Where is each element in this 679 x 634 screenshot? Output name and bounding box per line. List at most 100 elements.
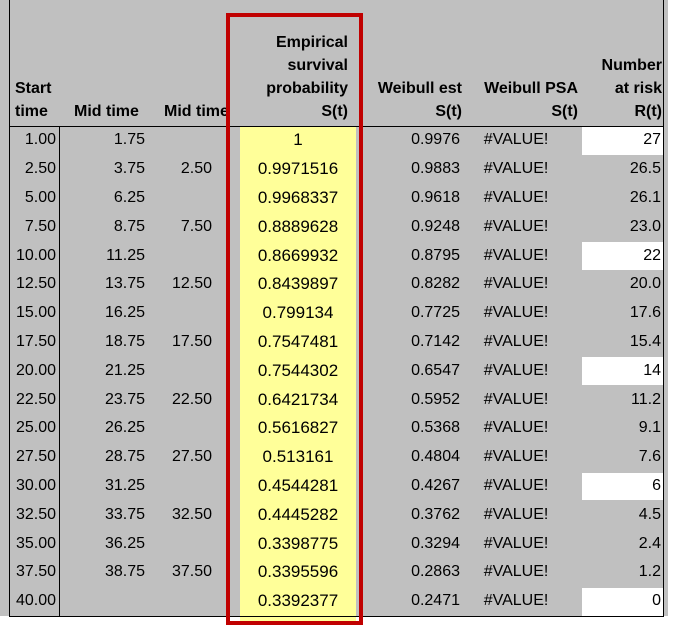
start-time-cell[interactable]: 32.50 <box>15 505 56 523</box>
start-time-cell[interactable]: 7.50 <box>24 217 56 235</box>
weibull-est-cell[interactable]: 0.4267 <box>411 476 460 494</box>
weibull-est-cell[interactable]: 0.4804 <box>411 448 460 466</box>
mid-time-1-cell[interactable]: 21.25 <box>104 361 145 379</box>
weibull-est-cell[interactable]: 0.8795 <box>411 246 460 264</box>
mid-time-2-cell[interactable] <box>150 472 214 501</box>
weibull-psa-cell[interactable]: #VALUE! <box>483 390 549 408</box>
empirical-survival-cell[interactable]: 0.4544281 <box>257 475 339 495</box>
number-at-risk-cell[interactable]: 26.1 <box>629 188 661 206</box>
number-at-risk-cell[interactable]: 9.1 <box>638 419 661 437</box>
weibull-psa-cell[interactable]: #VALUE! <box>483 131 549 149</box>
weibull-psa-cell[interactable]: #VALUE! <box>483 476 549 494</box>
weibull-est-cell[interactable]: 0.7725 <box>411 304 460 322</box>
start-time-cell[interactable]: 35.00 <box>15 534 56 552</box>
mid-time-1-cell[interactable]: 6.25 <box>113 188 145 206</box>
mid-time-1-cell[interactable]: 11.25 <box>106 246 145 264</box>
number-at-risk-cell[interactable]: 4.5 <box>638 505 661 523</box>
mid-time-1-cell[interactable]: 3.75 <box>113 160 145 178</box>
start-time-cell[interactable]: 5.00 <box>24 188 56 206</box>
weibull-est-cell[interactable]: 0.7142 <box>411 332 460 350</box>
number-at-risk-cell[interactable]: 23.0 <box>629 217 661 235</box>
number-at-risk-cell[interactable]: 26.5 <box>629 160 661 178</box>
empirical-survival-cell[interactable]: 0.5616827 <box>257 418 339 438</box>
weibull-psa-cell[interactable]: #VALUE! <box>483 505 549 523</box>
empirical-survival-cell[interactable]: 0.9971516 <box>257 159 339 179</box>
empirical-survival-cell[interactable]: 0.7547481 <box>257 331 339 351</box>
mid-time-2-cell[interactable] <box>150 241 214 270</box>
weibull-psa-cell[interactable]: #VALUE! <box>483 332 549 350</box>
weibull-psa-cell[interactable]: #VALUE! <box>483 160 549 178</box>
mid-time-1-cell[interactable]: 28.75 <box>104 448 145 466</box>
weibull-psa-cell[interactable]: #VALUE! <box>483 592 549 610</box>
number-at-risk-cell[interactable]: 15.4 <box>629 332 661 350</box>
weibull-psa-cell[interactable]: #VALUE! <box>483 563 549 581</box>
empirical-survival-cell[interactable]: 1 <box>293 130 303 150</box>
start-time-cell[interactable]: 37.50 <box>15 563 56 581</box>
number-at-risk-cell[interactable]: 20.0 <box>629 275 661 293</box>
mid-time-2-cell[interactable]: 7.50 <box>180 217 212 235</box>
empirical-survival-cell[interactable]: 0.3395596 <box>257 562 339 582</box>
weibull-est-cell[interactable]: 0.9248 <box>411 217 460 235</box>
start-time-cell[interactable]: 10.00 <box>15 246 56 264</box>
weibull-est-cell[interactable]: 0.8282 <box>411 275 460 293</box>
number-at-risk-cell[interactable]: 27 <box>643 131 661 149</box>
start-time-cell[interactable]: 1.00 <box>24 131 56 149</box>
mid-time-2-cell[interactable]: 37.50 <box>171 563 212 581</box>
empirical-survival-cell[interactable]: 0.8669932 <box>257 245 339 265</box>
mid-time-2-cell[interactable] <box>150 299 214 328</box>
empirical-survival-cell[interactable]: 0.8439897 <box>257 274 339 294</box>
empirical-survival-cell[interactable]: 0.3398775 <box>257 533 339 553</box>
mid-time-2-cell[interactable] <box>150 414 214 443</box>
start-time-cell[interactable]: 15.00 <box>15 304 56 322</box>
mid-time-1-cell[interactable]: 33.75 <box>104 505 145 523</box>
number-at-risk-cell[interactable]: 22 <box>643 246 661 264</box>
mid-time-2-cell[interactable]: 27.50 <box>171 448 212 466</box>
weibull-est-cell[interactable]: 0.5952 <box>411 390 460 408</box>
weibull-psa-cell[interactable]: #VALUE! <box>483 275 549 293</box>
mid-time-2-cell[interactable]: 12.50 <box>171 275 212 293</box>
number-at-risk-cell[interactable]: 0 <box>652 592 661 610</box>
weibull-psa-cell[interactable]: #VALUE! <box>483 361 549 379</box>
start-time-cell[interactable]: 2.50 <box>24 160 56 178</box>
weibull-est-cell[interactable]: 0.3762 <box>411 505 460 523</box>
weibull-psa-cell[interactable]: #VALUE! <box>483 419 549 437</box>
mid-time-2-cell[interactable]: 17.50 <box>171 332 212 350</box>
empirical-survival-cell[interactable]: 0.7544302 <box>257 360 339 380</box>
empirical-survival-cell[interactable]: 0.799134 <box>262 303 334 323</box>
mid-time-2-cell[interactable] <box>150 126 214 155</box>
mid-time-1-cell[interactable]: 8.75 <box>113 217 145 235</box>
start-time-cell[interactable]: 12.50 <box>15 275 56 293</box>
weibull-est-cell[interactable]: 0.9883 <box>411 160 460 178</box>
empirical-survival-cell[interactable]: 0.3392377 <box>257 591 339 611</box>
number-at-risk-cell[interactable]: 17.6 <box>629 304 661 322</box>
mid-time-2-cell[interactable] <box>150 184 214 213</box>
empirical-survival-cell[interactable]: 0.513161 <box>262 447 334 467</box>
mid-time-2-cell[interactable]: 22.50 <box>171 390 212 408</box>
mid-time-1-cell[interactable]: 38.75 <box>104 563 145 581</box>
weibull-est-cell[interactable]: 0.2863 <box>411 563 460 581</box>
weibull-est-cell[interactable]: 0.3294 <box>411 534 460 552</box>
mid-time-1-cell[interactable]: 36.25 <box>104 534 145 552</box>
number-at-risk-cell[interactable]: 1.2 <box>638 563 661 581</box>
mid-time-1-cell[interactable]: 13.75 <box>104 275 145 293</box>
number-at-risk-cell[interactable]: 6 <box>652 476 661 494</box>
number-at-risk-cell[interactable]: 11.2 <box>631 390 661 408</box>
weibull-psa-cell[interactable]: #VALUE! <box>483 217 549 235</box>
start-time-cell[interactable]: 25.00 <box>15 419 56 437</box>
weibull-est-cell[interactable]: 0.5368 <box>411 419 460 437</box>
number-at-risk-cell[interactable]: 7.6 <box>638 448 661 466</box>
empirical-survival-cell[interactable]: 0.8889628 <box>257 216 339 236</box>
weibull-psa-cell[interactable]: #VALUE! <box>483 448 549 466</box>
weibull-est-cell[interactable]: 0.9976 <box>411 131 460 149</box>
empirical-survival-cell[interactable]: 0.6421734 <box>257 389 339 409</box>
empirical-survival-cell[interactable]: 0.4445282 <box>257 504 339 524</box>
start-time-cell[interactable]: 20.00 <box>15 361 56 379</box>
mid-time-2-cell[interactable] <box>150 356 214 385</box>
start-time-cell[interactable]: 40.00 <box>15 592 56 610</box>
mid-time-2-cell[interactable]: 32.50 <box>171 505 212 523</box>
weibull-psa-cell[interactable]: #VALUE! <box>483 188 549 206</box>
number-at-risk-cell[interactable]: 2.4 <box>638 534 661 552</box>
mid-time-2-cell[interactable] <box>150 587 214 616</box>
weibull-est-cell[interactable]: 0.9618 <box>411 188 460 206</box>
weibull-est-cell[interactable]: 0.6547 <box>411 361 460 379</box>
